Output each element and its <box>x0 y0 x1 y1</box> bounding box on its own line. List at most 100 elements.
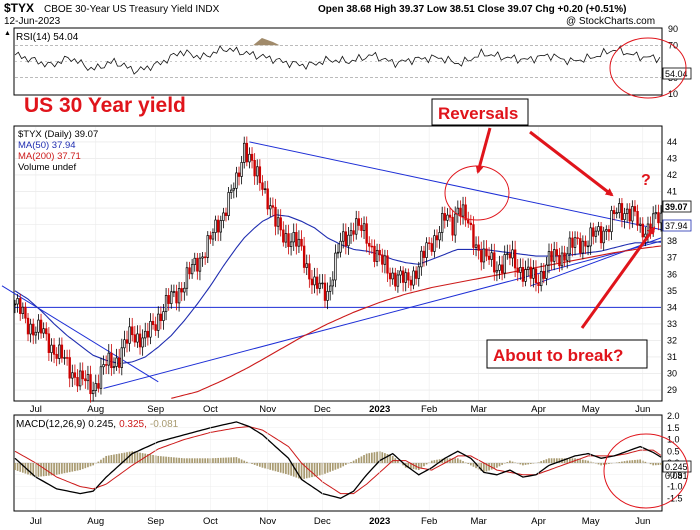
early-downtrend-line <box>1 285 159 383</box>
macd-hist-value: 0.081 <box>665 471 688 481</box>
macd-histogram-bar <box>350 462 352 463</box>
uptrend-line <box>103 240 662 389</box>
candle-body <box>526 266 530 270</box>
candle-body <box>201 256 204 259</box>
candle-body <box>539 270 543 287</box>
macd-histogram-bar <box>436 459 438 463</box>
macd-histogram-bar <box>256 463 259 466</box>
price-x-label-10: May <box>582 404 600 415</box>
candle-body <box>128 326 131 344</box>
macd-histogram-bar <box>186 458 188 463</box>
rsi-value: 54.04 <box>665 69 688 79</box>
candle-body <box>29 323 32 335</box>
macd-histogram-bar <box>389 455 391 463</box>
macd-histogram-bar <box>128 451 131 463</box>
macd-histogram-bar <box>373 452 376 463</box>
candle-body <box>279 217 282 231</box>
candle-body <box>302 245 306 268</box>
candle-body <box>295 232 298 247</box>
candle-body <box>102 364 105 368</box>
rsi-value-tag <box>662 67 692 80</box>
macd-histogram-bar <box>480 463 483 471</box>
candle-body <box>568 237 572 255</box>
candle-body <box>216 219 220 233</box>
macd-histogram-bar <box>475 463 477 469</box>
candle-body <box>68 357 71 379</box>
macd-histogram-bar <box>522 463 524 466</box>
price-x-label-6: 2023 <box>369 404 390 415</box>
candle-body <box>524 269 527 282</box>
candle-body <box>388 272 392 280</box>
candle-body <box>469 222 473 225</box>
candle-body <box>482 248 486 263</box>
candle-body <box>198 257 202 272</box>
ma200-line <box>171 245 662 399</box>
macd-histogram-bar <box>118 453 121 463</box>
macd-histogram-bar <box>53 463 55 476</box>
candle-body <box>144 330 147 339</box>
macd-x-label-4: Nov <box>259 516 276 527</box>
macd-tick-label-5: -0.5 <box>667 470 683 480</box>
candle-body <box>451 216 454 236</box>
candle-body <box>454 213 457 236</box>
macd-histogram-bar <box>597 463 600 465</box>
macd-histogram-bar <box>50 463 53 476</box>
macd-histogram-bar <box>451 458 454 463</box>
candle-body <box>438 232 441 241</box>
candle-body <box>193 257 196 265</box>
price-panel <box>13 125 663 402</box>
candle-body <box>81 370 84 380</box>
candle-body <box>26 317 30 335</box>
macd-histogram-bar <box>167 456 170 463</box>
candle-body <box>480 250 483 263</box>
macd-histogram-bar <box>74 463 76 472</box>
chart-date: 12-Jun-2023 <box>4 16 61 27</box>
macd-histogram-bar <box>318 463 321 476</box>
macd-x-label-1: Aug <box>87 516 104 527</box>
macd-histogram-bar <box>636 459 639 463</box>
macd-histogram-bar <box>410 463 412 469</box>
macd-histogram-bar <box>170 457 173 463</box>
candle-body <box>558 254 561 267</box>
macd-histogram-bar <box>623 461 626 463</box>
price-x-label-7: Feb <box>421 404 437 415</box>
candle-body <box>183 287 186 293</box>
candle-body <box>386 255 389 274</box>
candle-body <box>133 334 137 343</box>
macd-histogram-bar <box>344 463 347 465</box>
candle-body <box>206 235 209 258</box>
macd-histogram-bar <box>37 463 40 477</box>
candle-body <box>214 219 217 233</box>
candle-body <box>117 357 121 368</box>
macd-histogram-bar <box>71 463 74 472</box>
candle-body <box>313 276 316 286</box>
macd-histogram-bar <box>324 463 326 474</box>
candle-body <box>89 374 92 395</box>
price-tick-label-1: 30 <box>667 369 677 379</box>
candle-body <box>321 282 324 285</box>
macd-histogram-bar <box>467 463 470 464</box>
candle-body <box>263 188 267 190</box>
candle-body <box>328 285 332 292</box>
macd-histogram-bar <box>204 458 206 463</box>
candle-body <box>638 223 642 226</box>
macd-histogram-bar <box>193 458 196 463</box>
candle-body <box>131 326 134 336</box>
candle-body <box>633 206 637 212</box>
candle-body <box>443 213 446 221</box>
macd-histogram-bar <box>454 458 457 463</box>
candle-body <box>503 254 506 274</box>
candle-body <box>373 245 376 262</box>
macd-histogram-bar <box>115 454 118 463</box>
candle-body <box>188 267 191 275</box>
macd-histogram-bar <box>81 463 84 470</box>
candle-body <box>618 203 621 213</box>
price-tick-label-2: 31 <box>667 352 677 362</box>
macd-histogram-bar <box>430 460 433 463</box>
macd-histogram-bar <box>219 457 222 463</box>
macd-histogram-bar <box>443 458 446 463</box>
rsi-circle <box>609 37 687 99</box>
candle-body <box>196 257 199 272</box>
candle-body <box>344 231 348 247</box>
candle-body <box>631 206 634 222</box>
